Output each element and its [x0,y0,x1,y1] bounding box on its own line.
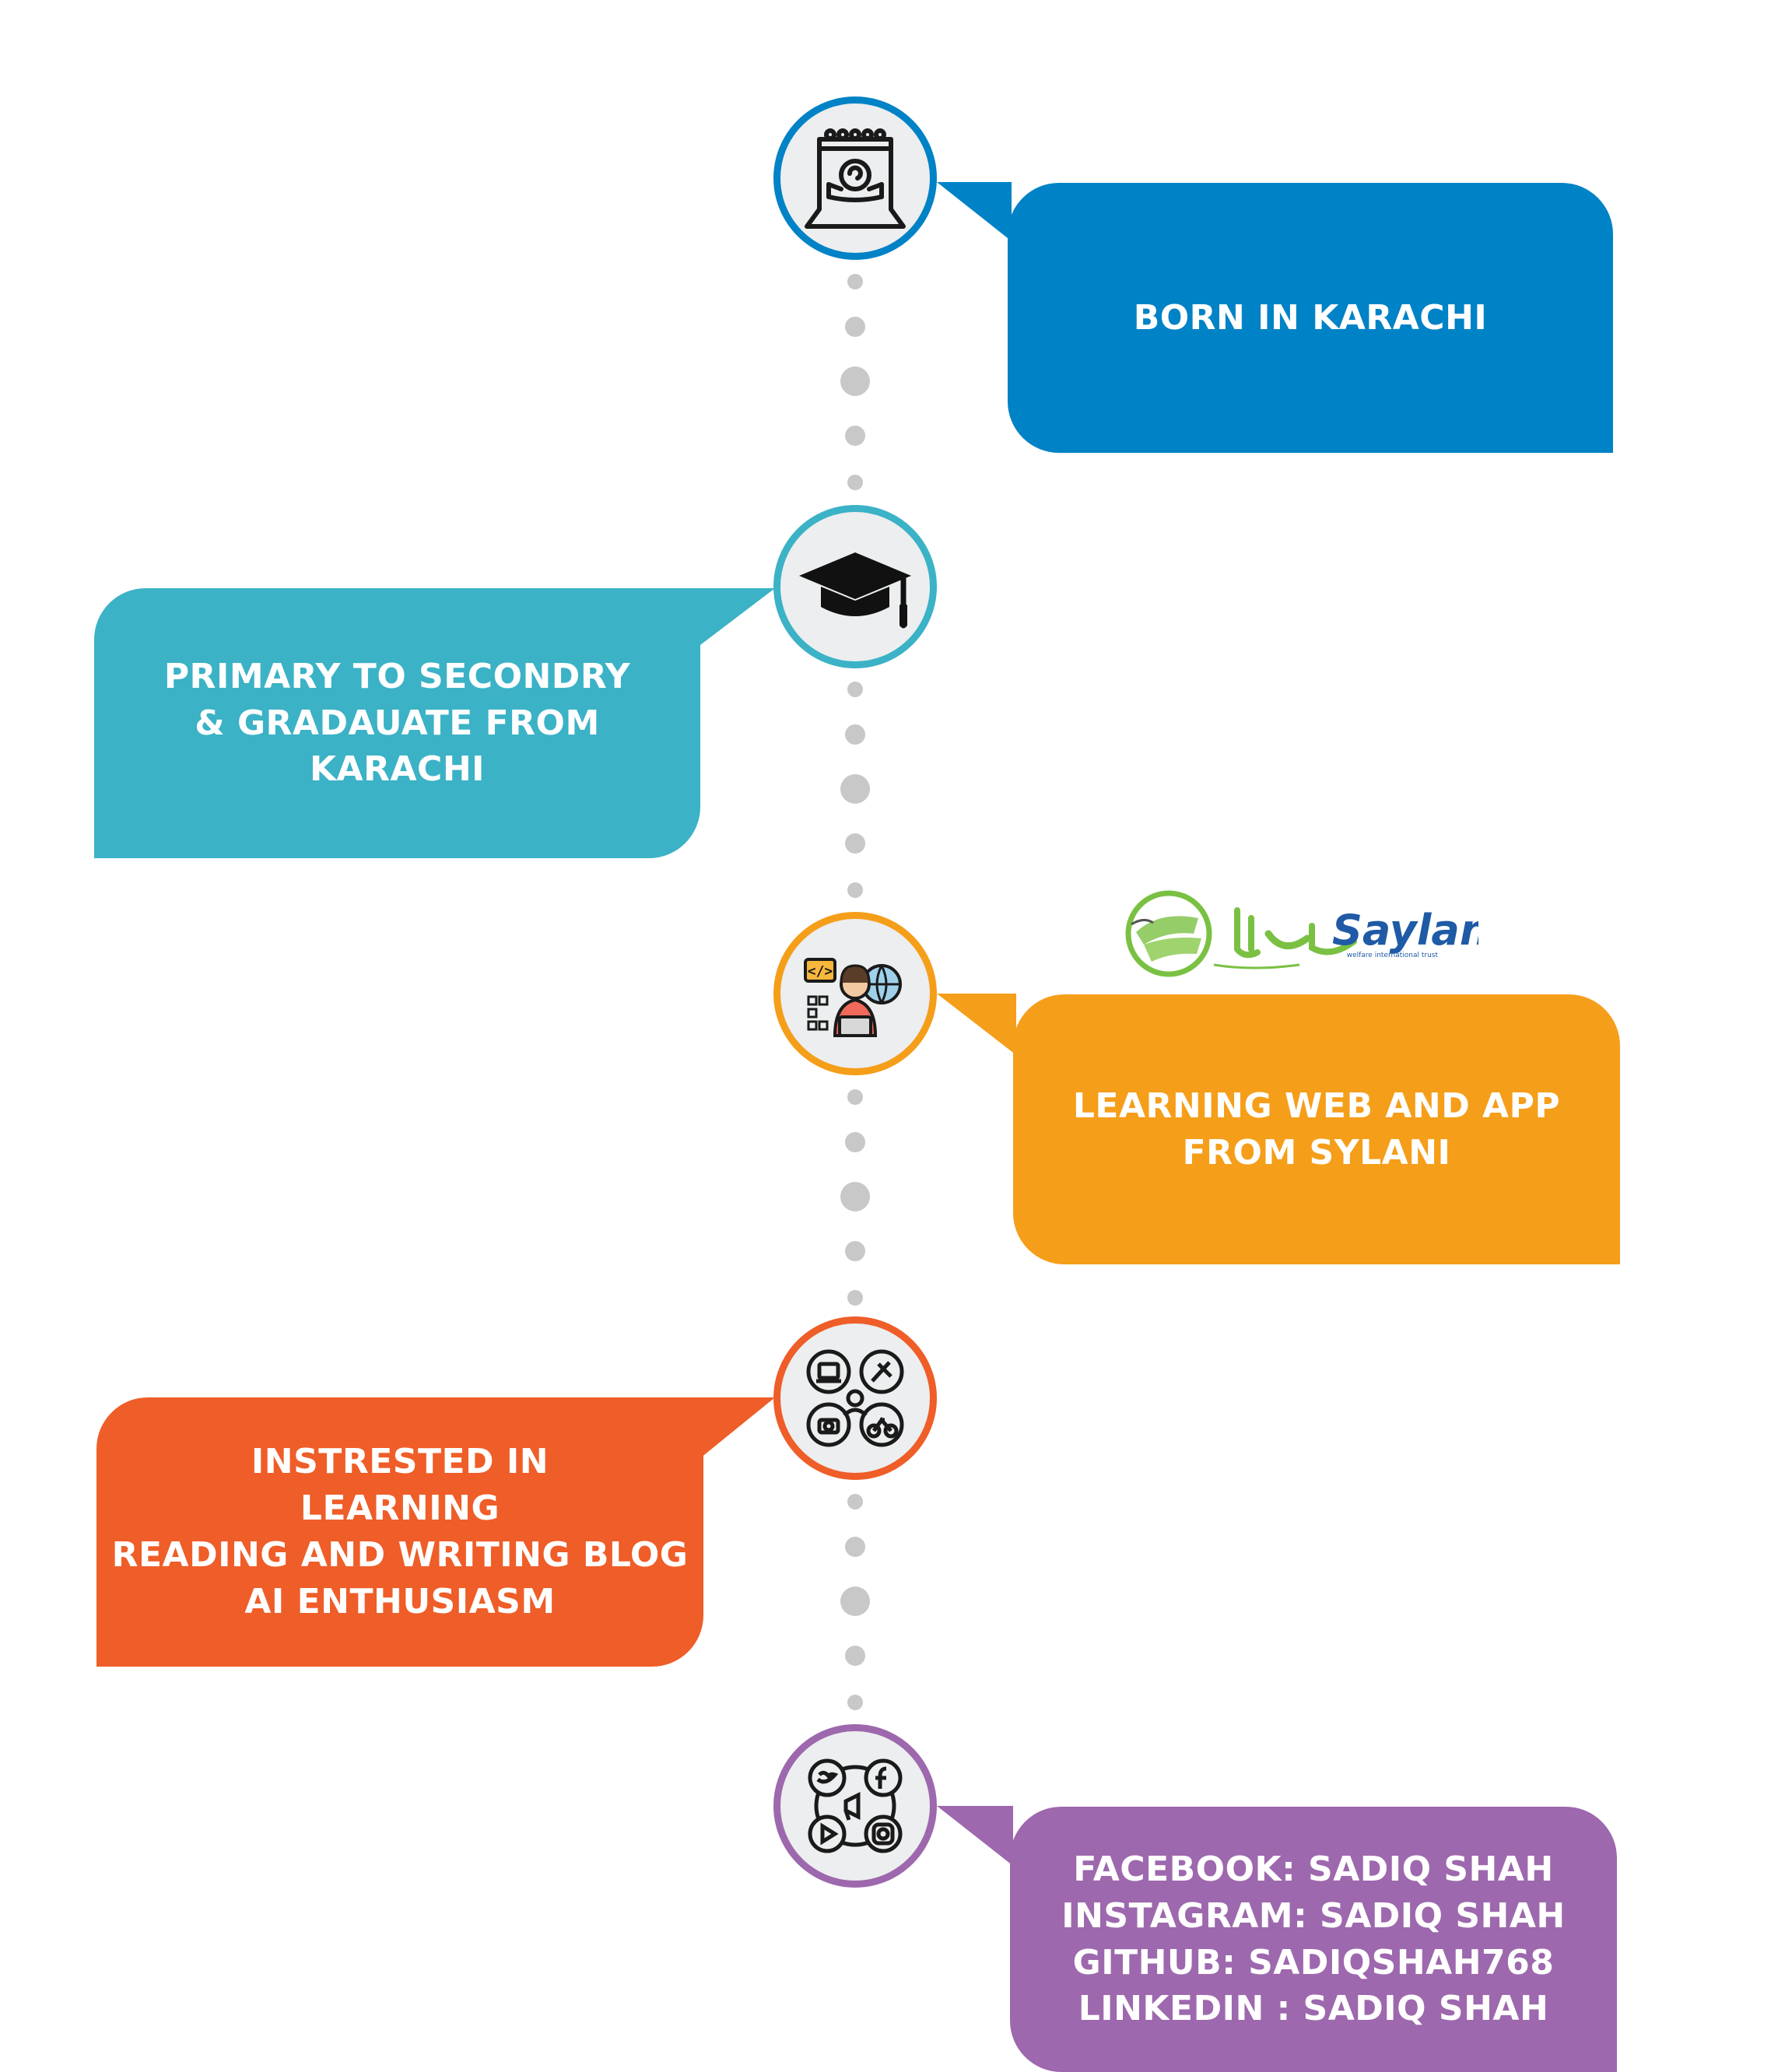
box-text-line: & GRADAUATE FROM [195,703,600,743]
connector-dot [847,1695,863,1710]
connector-dot [840,366,870,396]
connector-dot [845,317,865,337]
box-text-line: INSTAGRAM: SADIQ SHAH [1061,1895,1566,1936]
hobbies-icon [806,1349,904,1447]
box-text-line: READING AND WRITING BLOG [111,1535,689,1575]
graduation-cap-icon [799,552,911,629]
svg-text:</>: </> [808,963,833,980]
connector-dot [845,1132,865,1152]
developer-globe-icon: </> [804,958,902,1037]
connector-dot [840,1182,870,1211]
connector-dot [840,774,870,804]
connector-dot [840,1586,870,1616]
callout-tail-interests [700,1397,775,1458]
connector-dot [845,1537,865,1557]
box-text-line: BORN IN KARACHI [1133,297,1488,338]
connector-dot [847,1290,863,1306]
timeline-box-social: FACEBOOK: SADIQ SHAH INSTAGRAM: SADIQ SH… [1010,1807,1617,2072]
box-text-line: FROM SYLANI [1182,1132,1451,1173]
logo-wordmark: Saylani [1332,906,1478,955]
connector-dot [847,274,863,289]
box-text-line: FACEBOOK: SADIQ SHAH [1073,1849,1554,1889]
connector-dot [845,1646,865,1666]
callout-tail-learning [937,994,1016,1055]
box-text-line: LINKEDIN : SADIQ SHAH [1078,1989,1549,2029]
box-text-line: PRIMARY TO SECONDRY [163,656,631,696]
timeline-box-learning: LEARNING WEB AND APP FROM SYLANI [1013,994,1620,1264]
connector-dot [845,1241,865,1261]
callout-tail-born [937,182,1012,241]
timeline-node-social [773,1724,937,1888]
saylani-logo: Saylani welfare international trust [1120,887,1505,982]
connector-dot [845,426,865,446]
box-text-line: LEARNING [300,1488,500,1529]
connector-dot [845,724,865,745]
timeline-node-education [773,505,937,668]
box-text-line: INSTRESTED IN [251,1442,549,1482]
connector-dot [847,1494,863,1509]
connector-dot [845,833,865,854]
timeline-box-born: BORN IN KARACHI [1008,183,1613,453]
box-text-line: GITHUB: SADIQSHAH768 [1072,1942,1555,1983]
callout-tail-social [937,1806,1013,1866]
timeline-box-interests: INSTRESTED IN LEARNING READING AND WRITI… [96,1397,703,1667]
timeline-box-education: PRIMARY TO SECONDRY & GRADAUATE FROM KAR… [94,588,700,858]
connector-dot [847,1089,863,1105]
timeline-node-learning: </> [773,912,937,1075]
timeline-node-born [773,96,937,260]
connector-dot [847,475,863,490]
box-text-line: LEARNING WEB AND APP [1072,1085,1561,1126]
social-media-icon [808,1758,903,1853]
callout-tail-education [697,588,775,647]
box-text-line: AI ENTHUSIASM [244,1581,556,1621]
connector-dot [847,682,863,697]
box-text-line: KARACHI [309,749,486,790]
logo-tagline: welfare international trust [1347,952,1439,959]
connector-dot [847,882,863,898]
timeline-node-interests [773,1316,937,1480]
baby-calendar-icon [805,128,906,229]
saylani-logo-image: Saylani welfare international trust [1125,890,1505,977]
